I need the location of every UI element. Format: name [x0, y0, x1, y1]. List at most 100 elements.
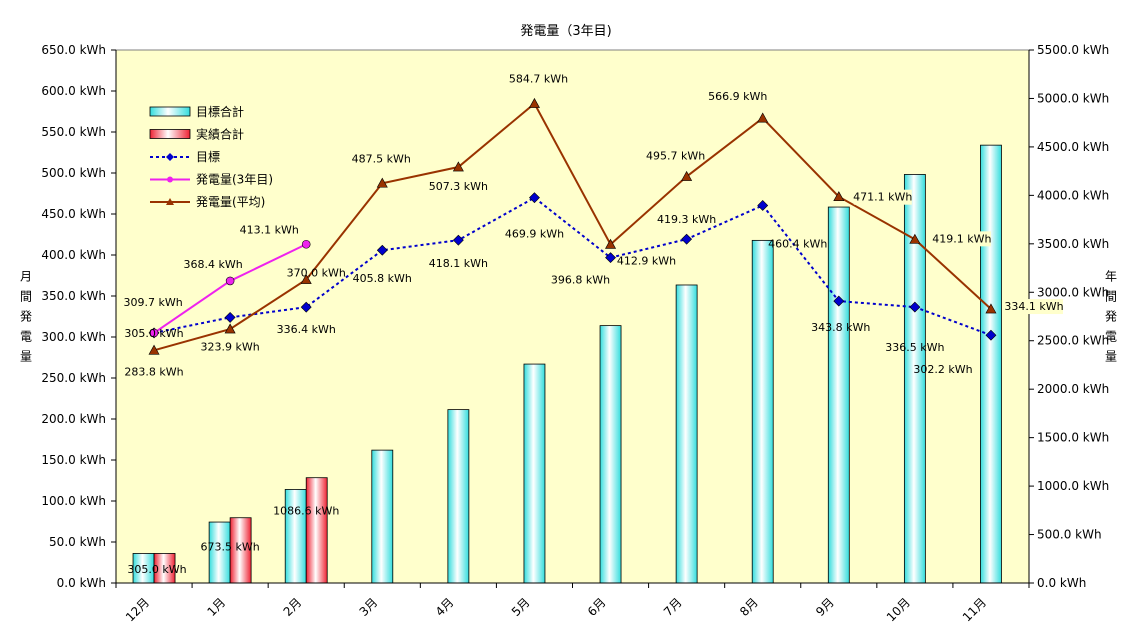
y-tick-label-left: 650.0 kWh [41, 43, 106, 57]
x-tick-label: 2月 [281, 595, 305, 619]
x-tick-label: 7月 [661, 595, 685, 619]
point-average [452, 161, 464, 172]
y-axis-title-right: 間 [1105, 290, 1117, 304]
point-average [833, 191, 845, 201]
data-label-average: 495.7 kWh [646, 150, 705, 163]
legend-swatch [149, 106, 191, 117]
y-axis-title-left: 月 [20, 270, 32, 284]
bar-target-total [980, 144, 1002, 584]
y-tick-label-left: 600.0 kWh [41, 84, 106, 98]
point-year3 [149, 328, 159, 338]
legend-label: 実績合計 [196, 127, 244, 142]
data-label-target: 469.9 kWh [505, 228, 564, 241]
y-tick-label-left: 350.0 kWh [41, 289, 106, 303]
legend-swatch [149, 129, 191, 139]
x-tick-label: 4月 [433, 595, 457, 619]
y-tick-label-right: 5000.0 kWh [1037, 91, 1109, 105]
y-tick-label-left: 100.0 kWh [41, 494, 106, 508]
point-target [376, 244, 388, 256]
point-year3 [301, 239, 311, 249]
point-average [528, 97, 540, 108]
legend-marker [166, 153, 174, 161]
bar-label-actual-total: 1086.6 kWh [273, 505, 339, 518]
data-label-target: 336.4 kWh [277, 323, 336, 336]
y-tick-label-right: 4500.0 kWh [1037, 140, 1109, 154]
legend-label: 目標合計 [196, 104, 244, 119]
y-tick-label-right: 4000.0 kWh [1037, 188, 1109, 202]
y-tick-label-right: 2000.0 kWh [1037, 382, 1109, 396]
data-label-bg [932, 231, 991, 247]
data-label-average: 283.8 kWh [124, 365, 183, 378]
legend-label: 発電量(3年目) [196, 173, 273, 187]
x-tick-label: 1月 [204, 595, 228, 619]
data-label-target: 460.4 kWh [768, 237, 827, 250]
y-axis-title-right: 年 [1105, 270, 1117, 284]
point-average [605, 238, 617, 249]
y-tick-label-right: 1000.0 kWh [1037, 479, 1109, 493]
plot-area [115, 49, 1030, 584]
bar-label-target-total: 305.0 kWh [127, 563, 186, 576]
y-tick-label-left: 550.0 kWh [41, 125, 106, 139]
x-tick-label: 5月 [509, 595, 533, 619]
bar-target-total [523, 363, 546, 584]
legend-marker [166, 198, 174, 205]
y-tick-label-right: 3500.0 kWh [1037, 237, 1109, 251]
data-label-target: 396.8 kWh [551, 274, 610, 287]
point-target [224, 311, 236, 323]
point-target [909, 301, 921, 313]
bar-target-total [371, 449, 394, 584]
point-average [985, 303, 997, 314]
data-label-average: 507.3 kWh [429, 180, 488, 193]
x-tick-label: 9月 [813, 595, 837, 619]
x-tick-label: 11月 [960, 595, 989, 624]
data-label-bg [853, 189, 912, 205]
data-label-average: 487.5 kWh [352, 152, 411, 165]
x-tick-label: 8月 [737, 595, 761, 619]
y-tick-label-left: 250.0 kWh [41, 371, 106, 385]
point-average [909, 233, 921, 244]
x-tick-label: 3月 [357, 595, 381, 619]
y-tick-label-right: 500.0 kWh [1037, 528, 1102, 542]
y-tick-label-right: 3000.0 kWh [1037, 285, 1109, 299]
y-tick-label-left: 50.0 kWh [49, 535, 106, 549]
point-target [529, 192, 540, 204]
point-target [681, 233, 693, 245]
data-label-average: 566.9 kWh [708, 90, 767, 103]
x-tick-label: 10月 [884, 595, 913, 624]
y-tick-label-left: 0.0 kWh [57, 576, 106, 590]
data-label-average: 412.9 kWh [617, 254, 676, 267]
point-average [224, 323, 236, 334]
data-label-year3: 413.1 kWh [240, 223, 299, 236]
y-tick-label-left: 200.0 kWh [41, 412, 106, 426]
y-tick-label-left: 150.0 kWh [41, 453, 106, 467]
data-label-average: 370.0 kWh [287, 267, 346, 280]
legend-label: 発電量(平均) [196, 195, 265, 209]
y-axis-title-left: 電 [20, 330, 32, 344]
y-tick-label-left: 300.0 kWh [41, 330, 106, 344]
data-label-target: 323.9 kWh [201, 340, 260, 353]
x-tick-label: 6月 [585, 595, 609, 619]
bar-target-total [751, 239, 774, 584]
point-average [681, 170, 693, 181]
y-axis-title-right: 量 [1105, 350, 1117, 364]
data-label-target: 343.8 kWh [811, 321, 870, 334]
point-target [985, 329, 997, 341]
data-label-target: 418.1 kWh [429, 257, 488, 270]
point-year3 [225, 276, 235, 286]
y-tick-label-right: 0.0 kWh [1037, 576, 1086, 590]
data-label-average: 471.1 kWh [853, 191, 912, 204]
data-label-bg [1004, 299, 1063, 315]
data-label-average: 334.1 kWh [1004, 300, 1063, 313]
y-axis-title-left: 発 [20, 310, 32, 324]
point-average [757, 112, 769, 123]
data-label-target: 419.3 kWh [657, 213, 716, 226]
data-label-year3: 368.4 kWh [184, 258, 243, 271]
x-tick-label: 12月 [123, 595, 152, 624]
y-tick-label-right: 1500.0 kWh [1037, 431, 1109, 445]
data-label-target: 302.2 kWh [913, 363, 972, 376]
y-axis-title-left: 間 [20, 290, 32, 304]
y-tick-label-left: 500.0 kWh [41, 166, 106, 180]
data-label-target: 405.8 kWh [353, 272, 412, 285]
series-line [153, 196, 992, 337]
